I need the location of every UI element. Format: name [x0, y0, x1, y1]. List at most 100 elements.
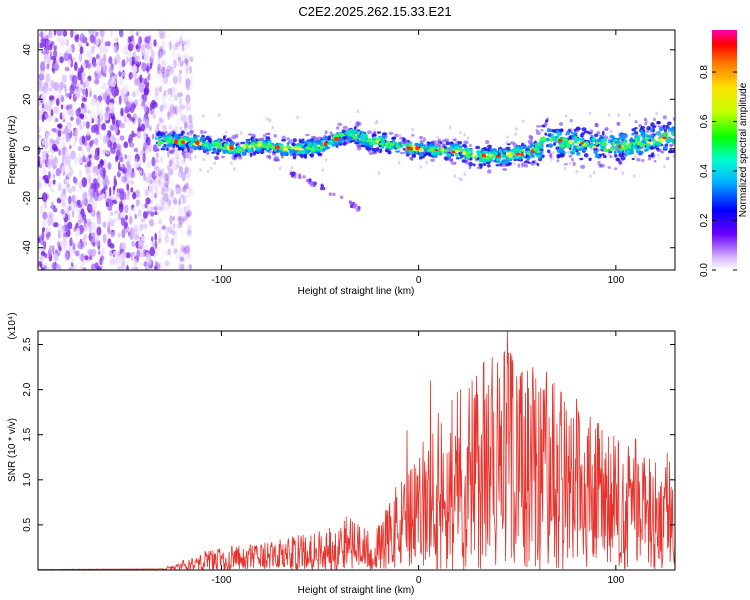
noise-speckle: [47, 159, 52, 170]
snr-x-tick-label: -100: [211, 575, 231, 586]
noise-speckle: [112, 186, 116, 191]
noise-speckle: [79, 113, 85, 120]
noise-speckle: [58, 149, 61, 156]
signal-speckle: [256, 150, 260, 155]
noise-speckle: [115, 137, 120, 146]
noise-speckle: [158, 48, 164, 58]
signal-speckle: [607, 166, 611, 169]
noise-speckle: [72, 176, 77, 184]
noise-speckle: [105, 95, 111, 105]
noise-speckle: [81, 199, 87, 205]
noise-speckle: [179, 113, 183, 120]
noise-speckle: [170, 157, 176, 165]
background-speckle: [224, 130, 228, 135]
spectrogram-chart: -100 0 100 40 20 0 -20 -40 Height of straight l…: [7, 29, 676, 297]
signal-speckle: [615, 157, 621, 162]
noise-speckle: [53, 82, 59, 92]
signal-speckle: [206, 150, 210, 156]
noise-speckle: [96, 107, 100, 116]
signal-speckle: [514, 155, 519, 160]
signal-speckle: [556, 159, 560, 163]
signal-speckle: [445, 147, 449, 151]
signal-speckle: [658, 138, 662, 142]
noise-speckle: [157, 53, 162, 62]
background-speckle: [565, 114, 568, 119]
noise-speckle: [127, 190, 130, 197]
noise-speckle: [85, 78, 90, 88]
noise-speckle: [56, 93, 61, 100]
noise-speckle: [167, 34, 172, 40]
signal-speckle: [527, 146, 531, 149]
noise-speckle: [94, 233, 98, 240]
signal-speckle: [592, 145, 597, 149]
background-speckle: [419, 165, 423, 169]
noise-speckle: [118, 95, 122, 105]
noise-speckle: [105, 88, 108, 97]
signal-speckle: [549, 137, 554, 142]
noise-speckle: [128, 215, 133, 225]
noise-speckle: [125, 252, 131, 259]
signal-speckle: [502, 155, 507, 159]
noise-speckle: [141, 43, 146, 50]
noise-speckle: [111, 115, 116, 125]
noise-speckle: [38, 110, 42, 120]
noise-speckle: [140, 250, 144, 257]
signal-speckle: [169, 149, 173, 154]
signal-speckle: [506, 143, 511, 146]
colorbar-tick-label: 0.8: [699, 65, 710, 79]
noise-speckle: [161, 187, 165, 196]
signal-speckle: [458, 156, 463, 160]
noise-speckle: [166, 110, 170, 121]
noise-speckle: [69, 152, 75, 160]
noise-speckle: [96, 64, 100, 74]
noise-speckle: [150, 49, 155, 59]
background-speckle: [266, 117, 270, 121]
noise-speckle: [65, 251, 71, 260]
noise-speckle: [124, 154, 128, 160]
snr-x-tick-label: 0: [416, 575, 422, 586]
signal-speckle: [309, 153, 314, 158]
noise-speckle: [148, 35, 152, 42]
signal-speckle: [300, 153, 304, 158]
signal-speckle: [453, 161, 457, 165]
signal-speckle: [178, 138, 183, 142]
noise-speckle: [178, 106, 182, 115]
noise-speckle: [74, 155, 78, 166]
noise-speckle: [183, 46, 187, 52]
background-speckle: [506, 135, 509, 139]
secondary-feature-speckle: [332, 192, 336, 197]
signal-speckle: [266, 155, 271, 159]
background-speckle: [194, 155, 197, 159]
noise-speckle: [157, 110, 163, 119]
noise-speckle: [128, 134, 133, 144]
signal-speckle: [231, 134, 237, 140]
noise-speckle: [118, 77, 124, 86]
noise-speckle: [50, 79, 54, 88]
signal-speckle: [595, 141, 600, 145]
secondary-feature-speckle: [319, 186, 324, 191]
signal-speckle: [229, 145, 235, 150]
noise-speckle: [173, 248, 178, 254]
signal-speckle: [558, 122, 564, 126]
signal-speckle: [522, 145, 527, 150]
noise-speckle: [179, 97, 183, 107]
signal-speckle: [660, 150, 665, 154]
signal-speckle: [646, 145, 650, 150]
noise-speckle: [171, 55, 176, 60]
signal-speckle: [402, 137, 406, 142]
noise-speckle: [55, 249, 58, 254]
noise-speckle: [167, 87, 173, 95]
noise-speckle: [80, 253, 85, 263]
noise-speckle: [64, 125, 69, 136]
background-speckle: [609, 129, 613, 134]
noise-speckle: [143, 117, 147, 123]
signal-speckle: [481, 158, 486, 164]
noise-speckle: [93, 191, 99, 202]
colorbar-tick-label: 0.6: [699, 114, 710, 128]
noise-speckle: [99, 30, 105, 38]
noise-speckle: [186, 209, 192, 218]
signal-speckle: [461, 159, 466, 163]
signal-speckle: [468, 161, 473, 167]
noise-speckle: [78, 42, 82, 48]
noise-speckle: [172, 58, 178, 63]
